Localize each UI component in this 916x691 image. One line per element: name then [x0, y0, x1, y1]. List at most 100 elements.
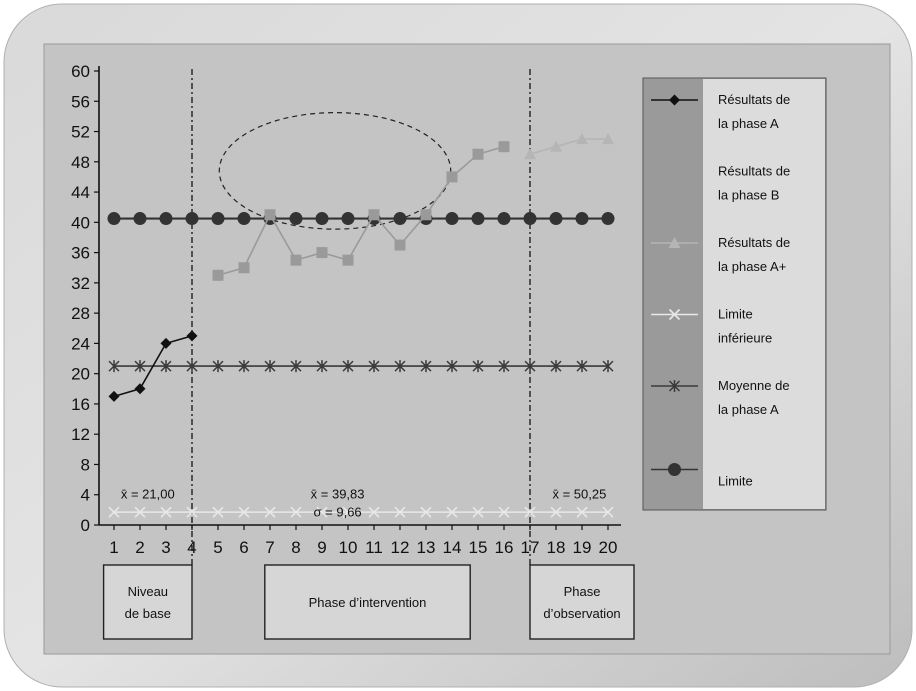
data-point-1 — [316, 247, 328, 259]
data-point-5 — [549, 212, 563, 226]
data-point-4 — [134, 360, 146, 373]
data-point-4 — [550, 360, 562, 373]
data-point-3 — [134, 506, 146, 518]
legend-label: inférieure — [718, 331, 772, 346]
phase-label: Niveau — [128, 584, 168, 599]
data-point-3 — [186, 506, 198, 518]
data-point-4 — [108, 360, 120, 373]
data-point-3 — [550, 506, 562, 518]
legend-marker — [668, 380, 681, 392]
data-point-4 — [264, 360, 276, 373]
data-point-5 — [471, 212, 485, 226]
stat-annotation: x̄ = 50,25 — [552, 487, 606, 502]
x-tick-label: 5 — [213, 538, 222, 557]
data-point-4 — [238, 360, 250, 373]
legend-marker — [669, 166, 680, 177]
data-point-4 — [290, 360, 302, 373]
legend-label: Limite — [718, 307, 753, 322]
data-point-1 — [368, 209, 380, 221]
data-point-1 — [394, 239, 406, 251]
data-point-3 — [576, 506, 588, 518]
legend-marker — [668, 308, 681, 321]
data-point-1 — [498, 141, 510, 153]
x-tick-label: 20 — [599, 538, 618, 557]
legend-label: la phase A+ — [718, 259, 786, 274]
stat-annotation: x̄ = 21,00 — [121, 487, 175, 502]
y-tick-label: 20 — [71, 365, 90, 384]
series-line-2 — [529, 138, 608, 156]
data-point-4 — [602, 360, 614, 373]
data-point-3 — [342, 506, 354, 518]
data-point-1 — [420, 209, 432, 221]
y-tick-label: 8 — [81, 455, 90, 474]
x-tick-label: 11 — [365, 538, 383, 557]
data-point-4 — [186, 360, 198, 373]
data-point-1 — [212, 269, 224, 281]
data-point-4 — [316, 360, 328, 373]
legend-label: la phase A — [718, 402, 779, 417]
data-point-5 — [393, 212, 407, 226]
legend-label: la phase A — [718, 116, 779, 131]
data-point-3 — [212, 506, 224, 518]
data-point-5 — [575, 212, 589, 226]
y-tick-label: 12 — [71, 425, 90, 444]
data-point-4 — [160, 360, 172, 373]
data-point-0 — [160, 337, 172, 349]
data-point-0 — [108, 390, 120, 402]
y-tick-label: 0 — [81, 516, 90, 535]
data-point-0 — [186, 330, 198, 342]
y-tick-label: 32 — [71, 274, 90, 293]
data-point-3 — [472, 506, 484, 518]
legend-marker — [668, 237, 681, 248]
data-point-3 — [160, 506, 172, 518]
data-point-3 — [602, 506, 614, 518]
data-point-1 — [342, 254, 354, 266]
data-point-2 — [550, 140, 562, 152]
x-tick-label: 12 — [391, 538, 410, 557]
series-line-0 — [113, 335, 193, 398]
legend-label: la phase B — [718, 188, 779, 203]
data-point-3 — [394, 506, 406, 518]
data-point-0 — [134, 383, 146, 395]
data-point-4 — [498, 360, 510, 373]
data-point-5 — [601, 212, 615, 226]
stat-annotation: x̄ = 39,83 — [311, 487, 365, 502]
x-tick-label: 3 — [161, 538, 170, 557]
legend-label: Résultats de — [718, 235, 790, 250]
data-point-4 — [394, 360, 406, 373]
data-point-3 — [108, 506, 120, 518]
y-tick-label: 4 — [81, 486, 90, 505]
y-tick-label: 16 — [71, 395, 90, 414]
data-point-4 — [576, 360, 588, 373]
data-point-3 — [446, 506, 458, 518]
stat-annotation: σ = 9,66 — [314, 505, 362, 520]
data-point-1 — [472, 148, 484, 160]
x-tick-label: 14 — [443, 538, 462, 557]
data-point-3 — [498, 506, 510, 518]
data-point-2 — [576, 133, 588, 145]
legend: Résultats de la phase A Résultats de la pha… — [642, 77, 827, 511]
y-tick-label: 44 — [71, 183, 90, 202]
data-point-4 — [368, 360, 380, 373]
x-tick-label: 7 — [265, 538, 274, 557]
x-tick-label: 15 — [469, 538, 488, 557]
data-point-3 — [238, 506, 250, 518]
phase-label-box — [529, 564, 635, 640]
legend-marker — [669, 94, 680, 106]
data-point-1 — [290, 254, 302, 266]
y-tick-label: 40 — [71, 213, 90, 232]
data-point-5 — [315, 212, 329, 226]
phase-label-box — [102, 564, 193, 640]
x-tick-label: 10 — [339, 538, 358, 557]
data-point-5 — [445, 212, 459, 226]
data-point-5 — [211, 212, 225, 226]
data-point-5 — [159, 212, 173, 226]
y-tick-label: 56 — [71, 92, 90, 111]
highlight-ellipse — [218, 112, 452, 230]
legend-label: Résultats de — [718, 92, 790, 107]
y-tick-label: 48 — [71, 153, 90, 172]
data-point-4 — [420, 360, 432, 373]
data-point-3 — [368, 506, 380, 518]
data-point-5 — [237, 212, 251, 226]
